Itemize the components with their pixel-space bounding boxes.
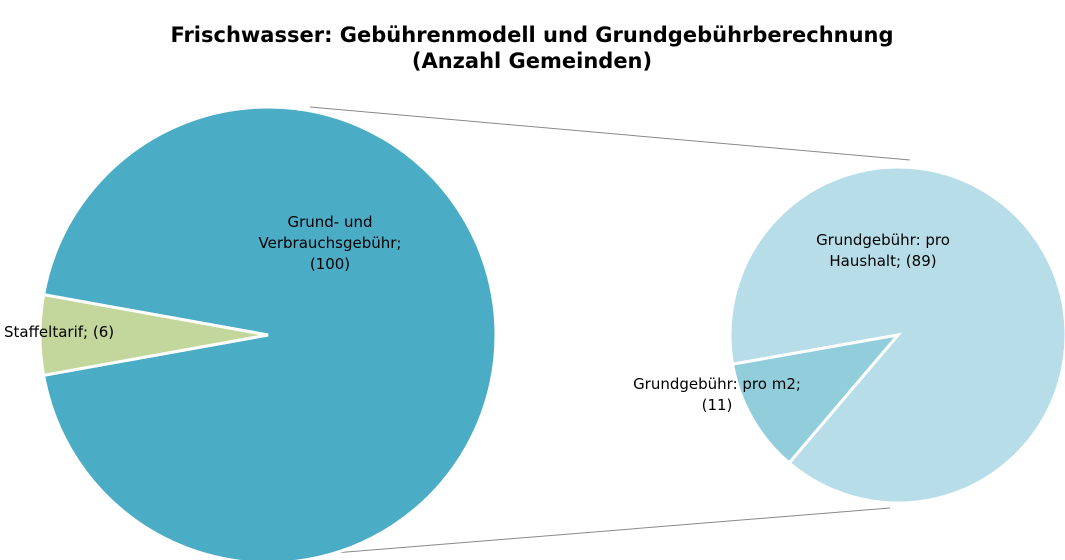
value-label: (6) [92,323,115,341]
pie-slice [730,332,902,466]
slice-label-text: Grundgebühr: pro Haushalt; (89) [808,230,958,272]
value-label: (89) [905,252,937,270]
pie-slice [38,292,269,378]
slice-label: Grund- und Verbrauchsgebühr; (100) [245,212,415,275]
chart-subtitle: (Anzahl Gemeinden) [412,49,652,73]
slice-label: Grundgebühr: pro m2; (11) [622,374,812,416]
value-label: (11) [701,396,733,414]
slice-label-text: Staffeltarif; (6) [4,322,164,343]
connector [309,106,911,161]
slice-label-text: Grundgebühr: pro m2; (11) [622,374,812,416]
chart-title: Frischwasser: Gebührenmodell und Grundge… [170,23,893,47]
category-label: Grundgebühr: pro m2; [633,375,801,393]
slice-label-text: Grund- und Verbrauchsgebühr; (100) [245,212,415,275]
connector [309,507,891,556]
category-label: Staffeltarif; [4,323,89,341]
category-label: Grund- und Verbrauchsgebühr; [258,213,402,252]
pie-slice [41,105,498,560]
category-label: Grundgebühr: pro Haushalt; [816,231,950,270]
slice-label: Staffeltarif; (6) [4,322,164,343]
value-label: (100) [309,255,351,273]
slice-label: Grundgebühr: pro Haushalt; (89) [808,230,958,272]
